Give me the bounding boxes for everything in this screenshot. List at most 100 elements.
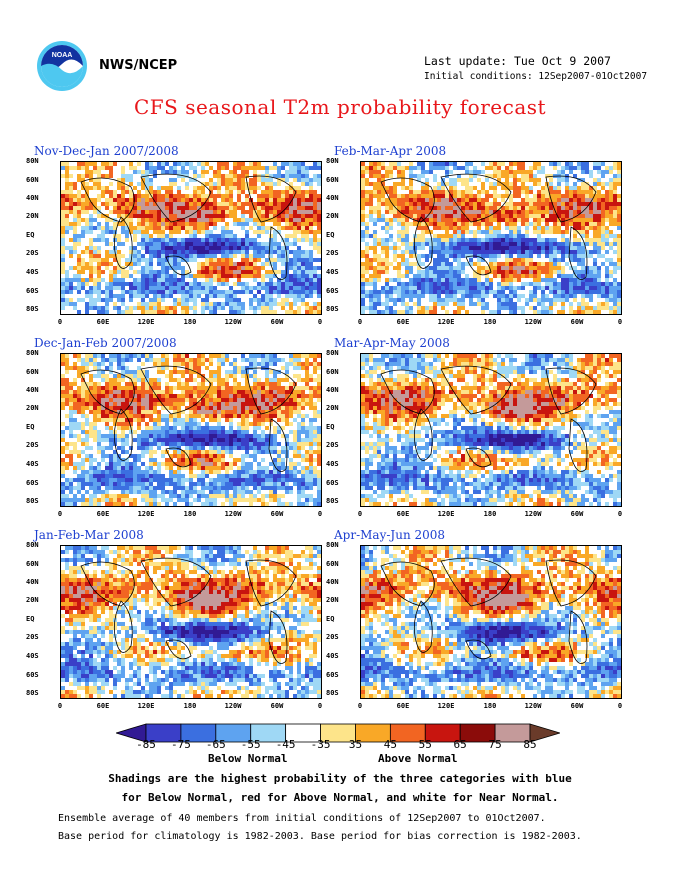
grid-cell (285, 178, 289, 182)
grid-cell (305, 374, 309, 378)
grid-cell (101, 394, 105, 398)
grid-cell (237, 366, 241, 370)
grid-cell (145, 278, 149, 282)
grid-cell (465, 218, 469, 222)
grid-cell (545, 202, 549, 206)
grid-cell (289, 362, 293, 366)
grid-cell (121, 202, 125, 206)
grid-cell (105, 198, 109, 202)
grid-cell (173, 310, 177, 314)
grid-cell (89, 402, 93, 406)
grid-cell (173, 178, 177, 182)
grid-cell (173, 210, 177, 214)
grid-cell (533, 178, 537, 182)
grid-cell (221, 210, 225, 214)
grid-cell (533, 278, 537, 282)
grid-cell (365, 166, 369, 170)
grid-cell (525, 174, 529, 178)
grid-cell (401, 214, 405, 218)
grid-cell (301, 394, 305, 398)
grid-cell (61, 254, 65, 258)
grid-cell (421, 186, 425, 190)
grid-cell (497, 306, 501, 310)
grid-cell (605, 182, 609, 186)
grid-cell (193, 418, 197, 422)
grid-cell (141, 234, 145, 238)
grid-cell (265, 306, 269, 310)
grid-cell (401, 202, 405, 206)
grid-cell (557, 250, 561, 254)
grid-cell (301, 366, 305, 370)
grid-cell (301, 422, 305, 426)
lon-tick-label: 60E (96, 318, 110, 326)
grid-cell (461, 202, 465, 206)
grid-cell (145, 386, 149, 390)
grid-cell (517, 226, 521, 230)
grid-cell (141, 386, 145, 390)
grid-cell (109, 162, 113, 166)
grid-cell (385, 230, 389, 234)
grid-cell (445, 246, 449, 250)
grid-cell (245, 198, 249, 202)
grid-cell (393, 166, 397, 170)
grid-cell (217, 414, 221, 418)
grid-cell (373, 254, 377, 258)
grid-cell (601, 186, 605, 190)
grid-cell (537, 182, 541, 186)
grid-cell (185, 246, 189, 250)
grid-cell (137, 162, 141, 166)
grid-cell (229, 422, 233, 426)
grid-cell (125, 390, 129, 394)
grid-cell (497, 266, 501, 270)
grid-cell (121, 370, 125, 374)
grid-cell (285, 302, 289, 306)
grid-cell (73, 198, 77, 202)
grid-cell (245, 282, 249, 286)
grid-cell (157, 282, 161, 286)
grid-cell (281, 366, 285, 370)
grid-cell (301, 194, 305, 198)
grid-cell (465, 222, 469, 226)
grid-cell (157, 298, 161, 302)
grid-cell (573, 258, 577, 262)
grid-cell (137, 242, 141, 246)
grid-cell (129, 282, 133, 286)
grid-cell (97, 298, 101, 302)
grid-cell (429, 266, 433, 270)
grid-cell (185, 174, 189, 178)
grid-cell (181, 238, 185, 242)
grid-cell (537, 278, 541, 282)
grid-cell (481, 306, 485, 310)
grid-cell (449, 250, 453, 254)
grid-cell (277, 282, 281, 286)
grid-cell (65, 298, 69, 302)
grid-cell (197, 290, 201, 294)
grid-cell (153, 278, 157, 282)
grid-cell (241, 246, 245, 250)
grid-cell (125, 366, 129, 370)
grid-cell (261, 414, 265, 418)
grid-cell (549, 242, 553, 246)
grid-cell (493, 290, 497, 294)
grid-cell (453, 274, 457, 278)
grid-cell (397, 310, 401, 314)
grid-cell (249, 306, 253, 310)
grid-cell (533, 230, 537, 234)
grid-cell (421, 242, 425, 246)
grid-cell (69, 190, 73, 194)
grid-cell (317, 258, 321, 262)
grid-cell (61, 198, 65, 202)
grid-cell (605, 270, 609, 274)
grid-cell (201, 206, 205, 210)
grid-cell (505, 178, 509, 182)
grid-cell (77, 310, 81, 314)
grid-cell (93, 210, 97, 214)
grid-cell (577, 278, 581, 282)
grid-cell (541, 286, 545, 290)
grid-cell (597, 290, 601, 294)
grid-cell (453, 270, 457, 274)
grid-cell (225, 214, 229, 218)
grid-cell (401, 222, 405, 226)
grid-cell (585, 290, 589, 294)
grid-cell (149, 218, 153, 222)
